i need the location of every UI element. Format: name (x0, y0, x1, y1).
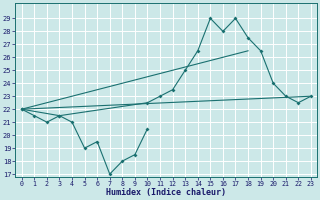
X-axis label: Humidex (Indice chaleur): Humidex (Indice chaleur) (106, 188, 226, 197)
